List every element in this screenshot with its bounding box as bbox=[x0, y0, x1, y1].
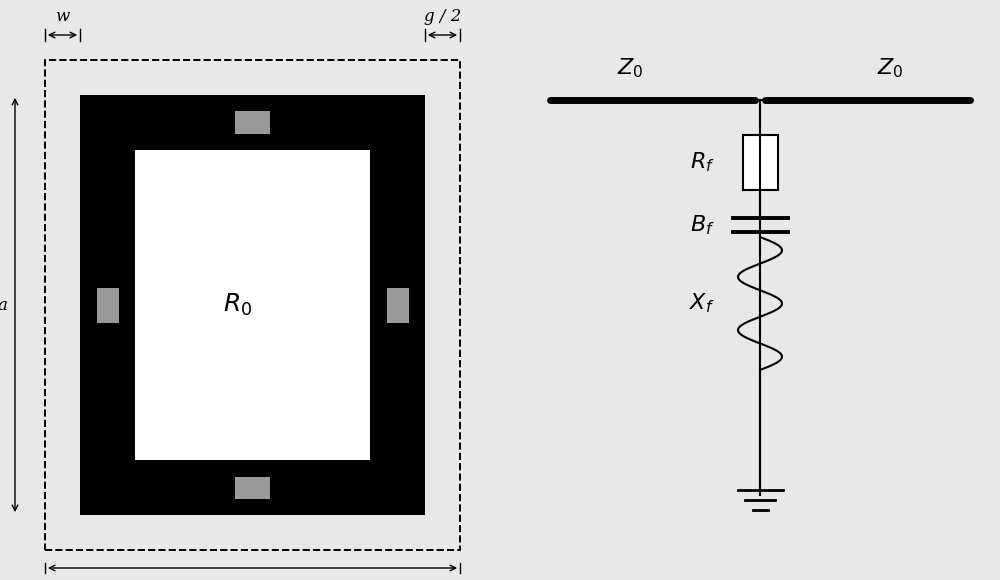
Text: p: p bbox=[247, 578, 258, 580]
Bar bbox=[96, 288, 119, 322]
Text: $Z_0$: $Z_0$ bbox=[877, 56, 903, 80]
Text: $X_f$: $X_f$ bbox=[689, 292, 715, 316]
Bar bbox=[235, 477, 270, 498]
Bar bbox=[135, 150, 370, 460]
Text: $B_f$: $B_f$ bbox=[690, 213, 715, 237]
Text: $R_f$: $R_f$ bbox=[690, 151, 715, 175]
Bar bbox=[45, 60, 460, 550]
Bar bbox=[235, 111, 270, 133]
Text: w: w bbox=[55, 8, 70, 25]
Text: $Z_0$: $Z_0$ bbox=[617, 56, 643, 80]
Bar bbox=[80, 95, 425, 515]
Bar bbox=[386, 288, 409, 322]
Text: g / 2: g / 2 bbox=[424, 8, 461, 25]
Text: a: a bbox=[0, 296, 7, 314]
Text: $R_0$: $R_0$ bbox=[223, 292, 252, 318]
Bar bbox=[742, 135, 778, 190]
